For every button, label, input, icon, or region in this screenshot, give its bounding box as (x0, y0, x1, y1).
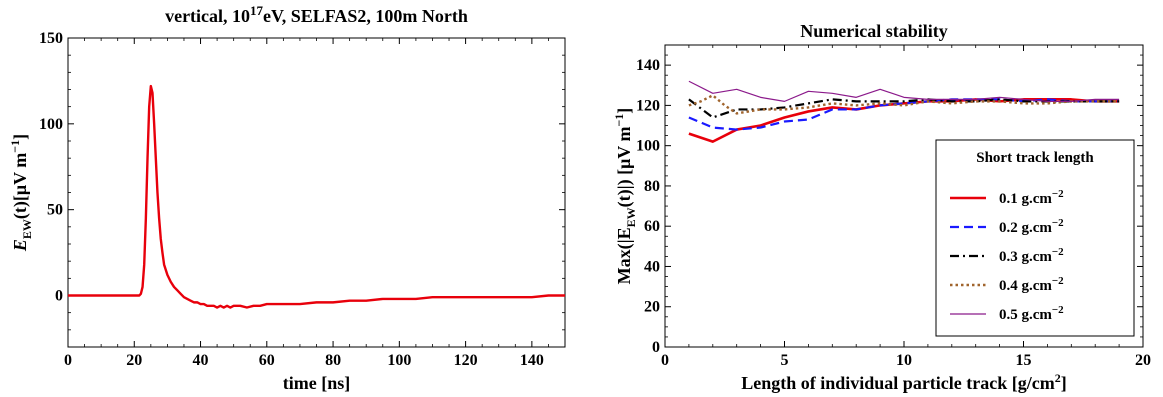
legend-box (935, 139, 1135, 337)
x-axis-title: time [ns] (283, 373, 350, 393)
x-tick-label: 10 (896, 352, 912, 369)
y-tick-label: 150 (39, 30, 63, 47)
y-tick-label: 0 (652, 339, 660, 356)
x-axis-title: Length of individual particle track [g/c… (741, 371, 1067, 393)
x-tick-label: 120 (454, 352, 478, 369)
x-tick-label: 60 (259, 352, 275, 369)
x-tick-label: 0 (64, 352, 72, 369)
y-axis-title: EEW(t)[μV m−1] (8, 134, 34, 252)
series-line-0.4 (688, 94, 1120, 115)
legend-label-0.2: 0.2 g.cm−2 (999, 217, 1064, 236)
y-tick-label: 20 (644, 299, 660, 316)
x-tick-label: 20 (126, 352, 142, 369)
series-line-0.1 (688, 98, 1120, 143)
y-tick-label: 0 (55, 288, 63, 305)
y-tick-label: 100 (39, 116, 63, 133)
x-tick-label: 140 (520, 352, 544, 369)
series-line-0.5 (688, 80, 1120, 102)
legend-label-0.4: 0.4 g.cm−2 (999, 275, 1064, 294)
series-line-1 (68, 84, 565, 309)
plot-frame (67, 37, 566, 348)
y-tick-label: 140 (636, 57, 660, 74)
y-tick-label: 50 (47, 202, 63, 219)
x-tick-label: 0 (661, 352, 669, 369)
x-tick-label: 40 (193, 352, 209, 369)
y-axis-title: Max(|EEW(t)|) [μV m−1] (612, 108, 638, 285)
legend-label-0.3: 0.3 g.cm−2 (999, 246, 1064, 265)
y-tick-label: 80 (644, 178, 660, 195)
legend-label-0.5: 0.5 g.cm−2 (999, 304, 1064, 323)
chart-2: 0 5 10 15 20 0 20 40 60 80 100 120 140 Numerical stab… (612, 21, 1151, 393)
legend-label-0.1: 0.1 g.cm−2 (999, 188, 1064, 207)
series-line-0.2 (688, 98, 1120, 131)
chart-1: 0 20 40 60 80 100 120 140 0 50 100 150 vertical, 101… (8, 3, 566, 393)
y-tick-label: 40 (644, 258, 660, 275)
y-tick-label: 60 (644, 218, 660, 235)
x-tick-label: 5 (781, 352, 789, 369)
y-tick-label: 120 (636, 97, 660, 114)
legend: Short track length 0.1 g.cm−2 0.2 g.cm−2 0.… (935, 139, 1135, 337)
chart-title: Numerical stability (800, 21, 947, 41)
chart-title: vertical, 1017eV, SELFAS2, 100m North (165, 3, 468, 26)
x-tick-label: 80 (325, 352, 341, 369)
x-tick-label: 20 (1135, 352, 1151, 369)
x-tick-label: 15 (1016, 352, 1032, 369)
x-tick-label: 100 (387, 352, 411, 369)
legend-title: Short track length (976, 150, 1094, 166)
y-tick-label: 100 (636, 138, 660, 155)
